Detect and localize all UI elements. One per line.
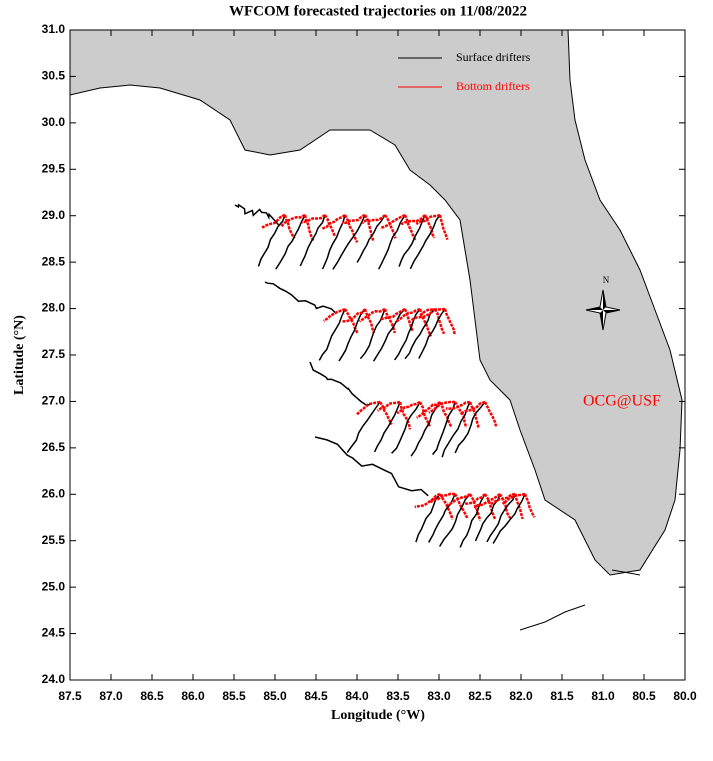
surface-trajectory [257,214,286,267]
surface-trajectory [492,493,526,544]
surface-trajectory [373,401,401,453]
surface-trajectory [486,493,516,543]
trajectories [234,203,536,548]
x-tick-label: 82.0 [509,689,533,703]
x-tick-label: 80.0 [673,689,697,703]
surface-trajectory [441,401,471,458]
surface-trajectory [264,281,337,314]
x-tick-label: 82.5 [468,689,492,703]
x-tick-label: 87.5 [58,689,82,703]
y-label: Latitude (°N) [12,315,27,395]
surface-trajectory [314,436,429,497]
compass: N [585,275,621,331]
annotation: OCG@USF [583,393,661,410]
surface-trajectory [332,214,366,270]
surface-trajectory [409,214,441,270]
y-tick-label: 24.0 [42,672,66,686]
bottom-trajectory [261,213,296,240]
bottom-trajectory [445,400,480,428]
surface-trajectory [372,308,406,362]
bottom-trajectory [446,493,482,521]
surface-trajectory [415,493,441,543]
surface-trajectory [459,493,486,548]
surface-trajectory [234,203,280,226]
surface-trajectory [377,214,406,270]
x-label: Longitude (°W) [331,708,425,723]
x-tick-label: 85.0 [263,689,287,703]
x-tick-label: 84.5 [304,689,328,703]
y-tick-label: 29.5 [42,161,66,175]
bottom-trajectory [280,213,315,242]
bottom-trajectory [376,400,412,430]
surface-trajectory [454,401,486,454]
x-tick-label: 83.5 [386,689,410,703]
surface-trajectory [418,308,446,359]
bottom-trajectory [415,401,453,428]
surface-trajectory [404,308,436,360]
bottom-trajectory [396,400,431,427]
bottom-trajectory [321,213,359,243]
bottom-trajectory [473,492,512,519]
y-tick-label: 28.5 [42,254,66,268]
compass-label: N [603,275,610,285]
y-tick-label: 31.0 [42,22,66,36]
surface-trajectory [359,308,386,360]
surface-trajectory [346,401,381,454]
x-tick-label: 87.0 [99,689,123,703]
bottom-trajectory [501,492,536,518]
bottom-trajectory [410,308,446,335]
x-tick-label: 84.0 [345,689,369,703]
keys [519,569,641,631]
bottom-trajectory [355,400,393,426]
bottom-trajectory [464,493,497,520]
x-tick-label: 81.5 [550,689,574,703]
bottom-trajectory [419,307,456,335]
y-tick-label: 28.0 [42,301,66,315]
surface-trajectory [410,401,441,457]
y-tick-label: 24.5 [42,626,66,640]
land [69,29,683,576]
bottom-trajectory [414,492,454,520]
surface-trajectory [338,308,366,362]
bottom-trajectory [490,492,524,520]
surface-trajectory [393,308,421,361]
bottom-trajectory [459,400,498,427]
bottom-trajectory [301,214,337,237]
y-tick-label: 30.5 [42,69,66,83]
y-tick-label: 26.5 [42,440,66,454]
x-tick-label: 86.5 [140,689,164,703]
x-tick-label: 80.5 [632,689,656,703]
bottom-trajectory [380,307,414,332]
x-tick-label: 81.0 [591,689,615,703]
y-tick-label: 27.5 [42,347,66,361]
y-tick-label: 29.0 [42,208,66,222]
bottom-trajectory [415,213,449,241]
y-tick-label: 25.5 [42,533,66,547]
y-tick-label: 26.0 [42,486,66,500]
surface-trajectory [309,361,372,407]
surface-trajectory [356,214,386,263]
legend-label: Bottom drifters [456,79,530,93]
legend-label: Surface drifters [456,50,531,64]
y-tick-label: 25.0 [42,579,66,593]
surface-trajectory [299,214,326,267]
surface-trajectory [321,214,346,270]
surface-trajectory [438,493,471,547]
surface-trajectory [398,214,426,267]
surface-trajectory [391,401,421,454]
surface-trajectory [318,308,346,361]
surface-trajectory [432,401,456,455]
x-tick-label: 85.5 [222,689,246,703]
bottom-trajectory [358,307,397,334]
x-tick-label: 86.0 [181,689,205,703]
title: WFCOM forecasted trajectories on 11/08/2… [229,3,527,19]
x-tick-label: 83.0 [427,689,451,703]
bottom-trajectory [341,308,375,334]
y-tick-label: 30.0 [42,115,66,129]
bottom-trajectory [379,213,417,241]
surface-trajectory [428,493,456,543]
surface-trajectory [275,214,306,270]
y-tick-label: 27.0 [42,394,66,408]
